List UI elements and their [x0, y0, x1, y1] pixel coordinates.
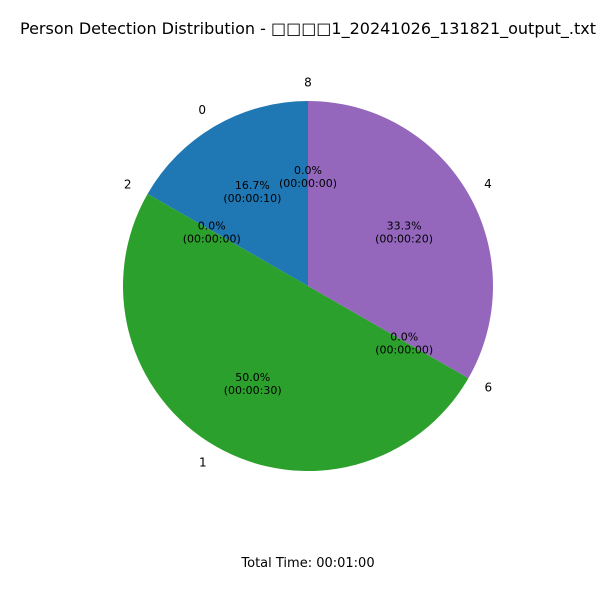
- slice-percent-label: 0.0% (00:00:00): [279, 164, 337, 190]
- slice-time-value: (00:00:30): [224, 384, 282, 397]
- slice-percent-value: 0.0%: [294, 164, 322, 177]
- slice-time-value: (00:00:00): [279, 177, 337, 190]
- slice-category-label: 6: [484, 380, 492, 394]
- slice-category-label: 0: [198, 103, 206, 117]
- total-time-text: Total Time: 00:01:00: [240, 556, 374, 571]
- slice-percent-value: 16.7%: [235, 179, 270, 192]
- pie-slices: [123, 101, 493, 471]
- slice-time-value: (00:00:00): [183, 233, 241, 246]
- slice-category-label: 4: [484, 177, 492, 191]
- slice-percent-value: 0.0%: [198, 220, 226, 233]
- slice-percent-value: 0.0%: [390, 330, 418, 343]
- pie-slice-1: [123, 193, 469, 471]
- slice-percent-label: 0.0% (00:00:00): [375, 330, 433, 356]
- slice-percent-label: 0.0% (00:00:00): [183, 220, 241, 246]
- slice-percent-label: 33.3% (00:00:20): [375, 219, 433, 245]
- slice-percent-value: 33.3%: [387, 219, 422, 232]
- slice-category-label: 8: [304, 76, 312, 90]
- slice-percent-label: 16.7% (00:00:10): [223, 179, 281, 205]
- slice-time-value: (00:00:00): [375, 343, 433, 356]
- slice-percent-value: 50.0%: [235, 371, 270, 384]
- slice-percent-label: 50.0% (00:00:30): [224, 371, 282, 397]
- slice-time-value: (00:00:10): [223, 192, 281, 205]
- slice-category-label: 2: [124, 178, 132, 192]
- pie-slice-0: [147, 101, 308, 286]
- chart-title: Person Detection Distribution - □□□□1_20…: [20, 19, 596, 39]
- pie-labels: 016.7% (00:00:10)20.0% (00:00:00)150.0% (00…: [124, 76, 492, 470]
- slice-category-label: 1: [199, 455, 207, 469]
- slice-time-value: (00:00:20): [375, 232, 433, 245]
- pie-slice-4: [308, 101, 493, 379]
